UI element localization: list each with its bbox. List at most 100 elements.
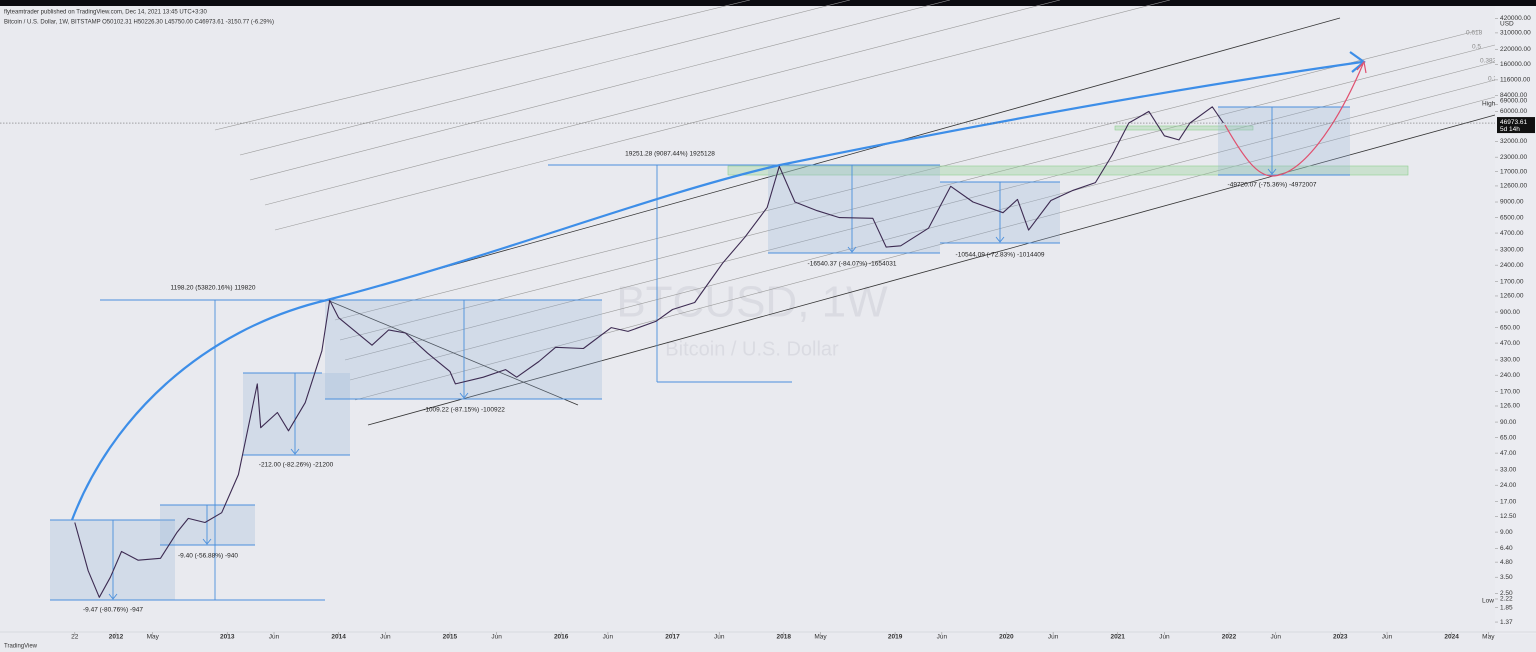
low-label: Low: [1482, 598, 1494, 605]
annotation: -49720.07 (-75.36%) -4972007: [1228, 182, 1317, 189]
y-tick-label: 2400.00: [1500, 262, 1524, 269]
x-tick-label: Jun: [1159, 634, 1170, 641]
x-tick-label: 2020: [999, 634, 1014, 641]
annotation: -10544.09 (-72.83%) -1014409: [956, 252, 1045, 259]
arrow-head: [1356, 60, 1367, 74]
x-tick-label: May: [814, 634, 827, 641]
y-tick-label: 126.00: [1500, 403, 1520, 410]
x-tick-label: May: [1482, 634, 1495, 641]
top-bar: [0, 0, 1536, 6]
symbol-line: Bitcoin / U.S. Dollar, 1W, BITSTAMP O501…: [4, 20, 274, 26]
x-tick-label: Jun: [937, 634, 948, 641]
x-tick-label: Jun: [269, 634, 280, 641]
support-zone: [1114, 125, 1254, 131]
annotation: -1009.22 (-87.15%) -100922: [423, 407, 505, 414]
x-tick-label: 2024: [1444, 634, 1459, 641]
y-tick-label: 170.00: [1500, 388, 1520, 395]
y-tick-label: 4.80: [1500, 559, 1513, 566]
x-tick-label: 2021: [1110, 634, 1125, 641]
support-zone: [727, 165, 1409, 176]
x-tick-label: Jun: [1382, 634, 1393, 641]
x-tick-label: 2012: [109, 634, 124, 641]
y-tick-label: 12.50: [1500, 513, 1517, 520]
measure-boxes: [50, 106, 1350, 601]
y-tick-label: 9000.00: [1500, 199, 1524, 206]
y-tick-label: 116000.00: [1500, 77, 1531, 84]
projection-arc: [70, 60, 1363, 521]
fib-label: 0.618: [1466, 30, 1483, 37]
currency-label: USD: [1500, 21, 1514, 28]
last-price-label: 46973.61: [1500, 119, 1527, 126]
y-tick-label: 23000.00: [1500, 154, 1527, 161]
y-tick-label: 650.00: [1500, 324, 1520, 331]
y-tick-label: 32000.00: [1500, 138, 1527, 145]
y-tick-label: 17000.00: [1500, 168, 1527, 175]
y-tick-label: 9.00: [1500, 529, 1513, 536]
x-tick-label: 2016: [554, 634, 569, 641]
annotation: -16540.37 (-84.07%) -1654031: [808, 261, 897, 268]
watermark-subtitle: Bitcoin / U.S. Dollar: [665, 338, 839, 360]
fib-label: 0.5: [1472, 44, 1481, 51]
low-price-label: 2.22: [1500, 596, 1513, 603]
x-tick-label: Jun: [491, 634, 502, 641]
x-tick-label: Jun: [380, 634, 391, 641]
last-price-badge: [1497, 117, 1535, 134]
y-tick-label: 1.85: [1500, 604, 1513, 611]
x-tick-label: 2022: [1222, 634, 1237, 641]
x-tick-label: 2015: [443, 634, 458, 641]
x-tick-label: 2013: [220, 634, 235, 641]
y-tick-label: 310000.00: [1500, 30, 1531, 37]
y-tick-label: 6500.00: [1500, 214, 1524, 221]
y-tick-label: 1260.00: [1500, 293, 1524, 300]
y-tick-label: 6.40: [1500, 545, 1513, 552]
fib-label: 0.2: [1488, 76, 1497, 83]
y-tick-label: 3300.00: [1500, 247, 1524, 254]
y-tick-label: 4700.00: [1500, 230, 1524, 237]
annotation: -9.47 (-80.76%) -947: [83, 607, 143, 614]
annotation: 1198.20 (53820.16%) 119820: [170, 285, 255, 292]
y-tick-label: 60000.00: [1500, 108, 1527, 115]
y-tick-label: 84000.00: [1500, 92, 1527, 99]
countdown-label: 5d 14h: [1500, 126, 1520, 133]
annotation: -9.40 (-56.88%) -940: [178, 553, 238, 560]
y-tick-label: 1700.00: [1500, 278, 1524, 285]
x-tick-label: 2023: [1333, 634, 1348, 641]
x-tick-label: 2018: [777, 634, 792, 641]
annotation: 19251.28 (9087.44%) 1925128: [625, 151, 715, 158]
price-line: [74, 106, 1224, 598]
annotation: -212.00 (-82.26%) -21200: [259, 462, 334, 469]
y-tick-label: 420000.00: [1500, 15, 1531, 22]
x-tick-label: Jun: [714, 634, 725, 641]
y-tick-label: 2.50: [1500, 590, 1513, 597]
footer: TradingView: [4, 644, 38, 650]
y-tick-label: 220000.00: [1500, 46, 1531, 53]
y-tick-label: 1.37: [1500, 619, 1513, 626]
publisher-line: flyteamtrader published on TradingView.c…: [4, 10, 208, 16]
y-tick-label: 12600.00: [1500, 183, 1527, 190]
y-tick-label: 470.00: [1500, 340, 1520, 347]
projection-curve: [1224, 63, 1364, 177]
y-tick-label: 33.00: [1500, 467, 1517, 474]
y-tick-label: 24.00: [1500, 482, 1517, 489]
y-tick-label: 240.00: [1500, 372, 1520, 379]
x-tick-label: Jun: [603, 634, 614, 641]
x-tick-label: Jun: [1270, 634, 1281, 641]
x-tick-label: Jun: [1048, 634, 1059, 641]
high-label: High: [1482, 101, 1496, 108]
high-price-label: 69000.00: [1500, 97, 1527, 104]
x-tick-label: May: [147, 634, 160, 641]
y-tick-label: 90.00: [1500, 419, 1517, 426]
y-tick-label: 47.00: [1500, 450, 1517, 457]
y-tick-label: 17.00: [1500, 498, 1517, 505]
x-tick-label: 2017: [665, 634, 680, 641]
y-tick-label: 900.00: [1500, 309, 1520, 316]
y-tick-label: 160000.00: [1500, 61, 1531, 68]
x-tick-label: 2014: [331, 634, 346, 641]
x-tick-label: 22: [71, 634, 79, 641]
fib-label: 0.382: [1480, 58, 1497, 65]
price-axis: [1495, 6, 1536, 634]
y-tick-label: 3.50: [1500, 574, 1513, 581]
y-tick-label: 65.00: [1500, 434, 1517, 441]
